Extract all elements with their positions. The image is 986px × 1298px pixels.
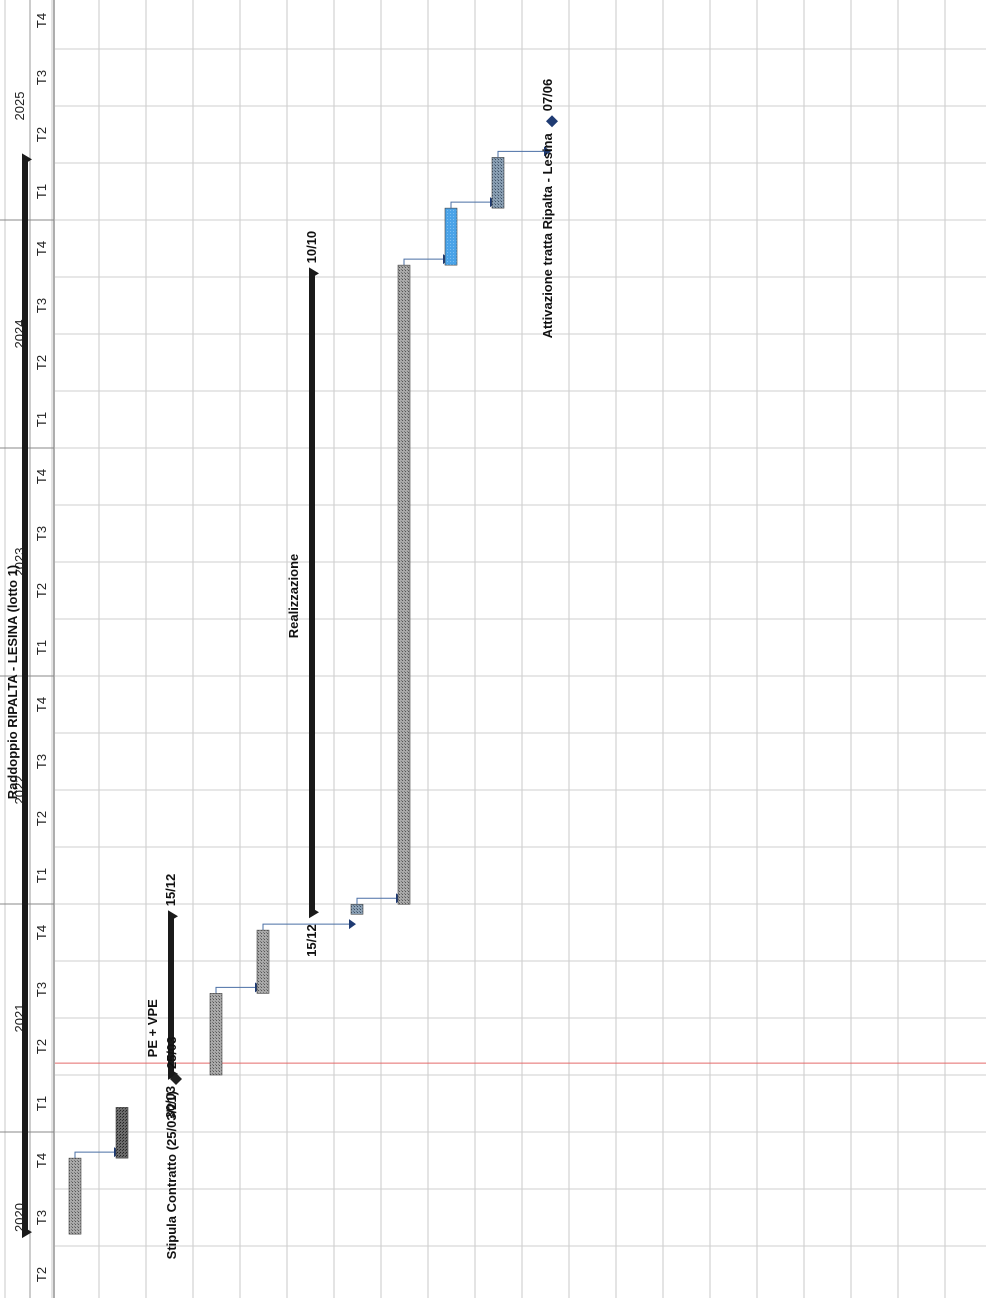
- milestone-date-label: 07/06: [540, 79, 555, 112]
- summary-end-cap: [168, 910, 178, 923]
- task-bar: [68, 1157, 82, 1235]
- quarter-label: T3: [34, 298, 49, 313]
- bar-labels: Raddoppio RIPALTA - LESINA (lotto 1) PE +…: [5, 79, 555, 1260]
- summary-bar: [22, 157, 28, 1235]
- link-line: [497, 150, 544, 158]
- link-arrow: [544, 146, 551, 157]
- quarter-label: T3: [34, 526, 49, 541]
- task-bar: [397, 264, 411, 905]
- task-bar: [115, 1107, 129, 1159]
- milestone-diamond: [170, 1073, 182, 1086]
- quarter-label: T1: [34, 184, 49, 199]
- summary-start-cap: [309, 906, 319, 919]
- milestones: [170, 115, 558, 1086]
- quarter-label: T1: [34, 412, 49, 427]
- quarter-label: T1: [34, 640, 49, 655]
- link-line: [215, 986, 255, 994]
- quarter-label: T2: [34, 127, 49, 142]
- summary-bar: [168, 914, 174, 1076]
- task-bar: [444, 207, 458, 266]
- summary-end-date-label: 15/12: [163, 874, 178, 907]
- quarter-label: T3: [34, 1210, 49, 1225]
- quarter-label: T4: [34, 925, 49, 940]
- link-line: [74, 1151, 114, 1159]
- summary-name-label: Realizzazione: [286, 554, 301, 639]
- quarter-label: T4: [34, 1153, 49, 1168]
- summary-end-cap: [309, 267, 319, 280]
- milestone-name-label: Attivazione tratta Ripalta - Lesina: [540, 133, 555, 339]
- summary-name-label: Raddoppio RIPALTA - LESINA (lotto 1): [5, 565, 20, 799]
- summary-start-cap: [168, 1067, 178, 1080]
- link-arrow: [349, 919, 356, 930]
- summary-end-cap: [22, 153, 32, 166]
- quarter-label: T1: [34, 1096, 49, 1111]
- link-line: [450, 201, 490, 209]
- summary-start-date-label: 30/03: [163, 1086, 178, 1119]
- link-line: [356, 897, 396, 905]
- grid: [4, 0, 986, 1298]
- quarter-label: T2: [34, 811, 49, 826]
- task-bar: [256, 929, 270, 994]
- milestone-date-label: 25/03: [164, 1036, 179, 1069]
- summary-start-cap: [22, 1226, 32, 1239]
- timescale-header: 2020T2T3T42021T1T2T3T42022T1T2T3T42023T1…: [0, 13, 54, 1282]
- summary-name-label: PE + VPE: [145, 999, 160, 1057]
- summary-bars: [22, 153, 319, 1239]
- task-bar: [491, 157, 505, 209]
- milestone-name-label: Stipula Contratto (25/03/21): [164, 1091, 179, 1259]
- quarter-label: T3: [34, 754, 49, 769]
- link-line: [403, 258, 443, 266]
- task-bar: [350, 903, 364, 915]
- summary-start-date-label: 15/12: [304, 924, 319, 957]
- quarter-label: T4: [34, 13, 49, 28]
- quarter-label: T2: [34, 1039, 49, 1054]
- milestone-diamond: [546, 115, 558, 128]
- quarter-label: T2: [34, 583, 49, 598]
- link-line: [262, 923, 349, 931]
- quarter-label: T1: [34, 868, 49, 883]
- quarter-label: T4: [34, 697, 49, 712]
- summary-end-date-label: 10/10: [304, 231, 319, 264]
- quarter-label: T2: [34, 355, 49, 370]
- task-bar: [209, 993, 223, 1076]
- quarter-label: T4: [34, 469, 49, 484]
- quarter-label: T4: [34, 241, 49, 256]
- summary-bar: [309, 271, 315, 915]
- quarter-label: T3: [34, 982, 49, 997]
- year-label: 2025: [12, 92, 27, 121]
- task-bars: [68, 157, 505, 1235]
- quarter-label: T3: [34, 70, 49, 85]
- quarter-label: T2: [34, 1267, 49, 1282]
